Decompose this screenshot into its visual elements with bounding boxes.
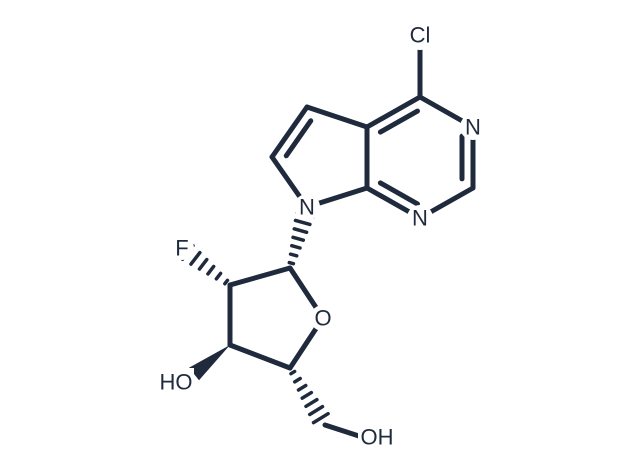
bond — [322, 422, 365, 440]
bond — [206, 264, 216, 276]
bond — [227, 265, 293, 288]
bond — [364, 94, 423, 130]
atom-label: Cl — [410, 23, 431, 48]
bond — [283, 118, 314, 159]
atom-label: F — [175, 236, 188, 261]
bond — [189, 250, 202, 266]
atom-label: O — [314, 306, 331, 331]
atom-labels: Cl N N N F O HO OH — [158, 20, 486, 451]
atom-label: N — [412, 206, 428, 231]
bond — [290, 243, 302, 250]
bond — [377, 108, 420, 135]
bond — [300, 390, 314, 400]
bond — [292, 227, 309, 235]
label-backdrop — [310, 305, 336, 331]
bond — [296, 383, 308, 392]
label-backdrop — [405, 20, 435, 50]
bond — [223, 278, 230, 286]
bond — [287, 260, 296, 266]
atom-label: HO — [160, 370, 193, 395]
bond — [291, 235, 306, 242]
label-backdrop — [407, 205, 433, 231]
bond — [377, 180, 420, 207]
bond — [197, 257, 209, 271]
bond — [288, 252, 299, 258]
bond — [311, 411, 330, 425]
bond — [304, 104, 370, 130]
bond — [292, 376, 302, 384]
label-backdrop — [460, 114, 486, 140]
bond — [289, 369, 297, 376]
label-backdrop — [170, 236, 194, 260]
atom-label: N — [299, 195, 315, 220]
label-backdrop — [294, 194, 320, 220]
bond — [308, 404, 325, 417]
atom-label: OH — [361, 425, 394, 450]
atom-label: N — [465, 115, 481, 140]
bond — [214, 271, 223, 281]
bond — [227, 342, 293, 371]
label-backdrop — [158, 368, 194, 396]
bond — [188, 345, 230, 381]
bond — [293, 218, 312, 227]
bond — [304, 397, 319, 409]
bond — [269, 104, 310, 160]
label-backdrop — [358, 423, 396, 451]
